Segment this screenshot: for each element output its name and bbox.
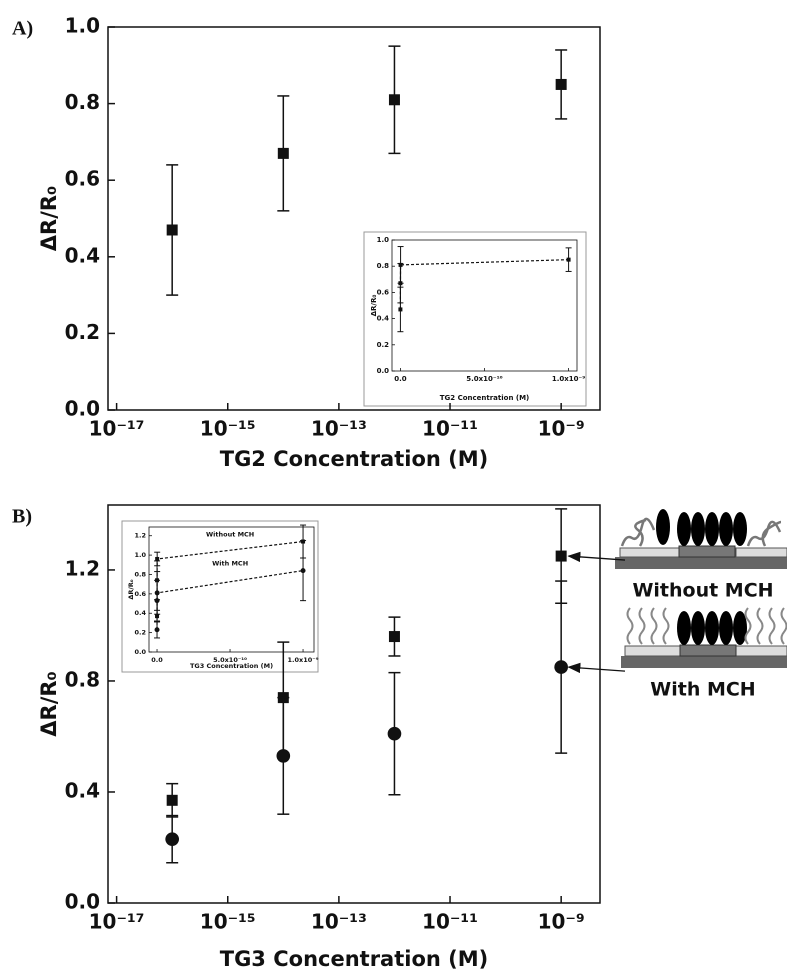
marker — [398, 262, 403, 267]
x-tick-label: 10⁻¹⁷ — [89, 417, 145, 441]
panel-label: B) — [12, 506, 32, 528]
marker — [554, 660, 568, 674]
plot-frame — [107, 504, 601, 904]
x-axis-title: TG3 Concentration (M) — [220, 947, 489, 971]
x-axis-title: TG2 Concentration (M) — [440, 394, 530, 402]
marker — [166, 224, 178, 236]
marker — [276, 749, 291, 763]
y-tick-label: 1.2 — [65, 556, 100, 580]
y-tick-label: 0.0 — [134, 648, 146, 656]
marker — [155, 556, 160, 561]
label-arrow — [567, 551, 626, 563]
marker — [555, 550, 567, 562]
x-tick-label: 10⁻¹⁷ — [89, 910, 145, 934]
x-tick-label: 10⁻¹³ — [311, 910, 367, 934]
y-tick-label: 0.0 — [65, 890, 100, 914]
y-tick-label: 0.2 — [134, 629, 146, 637]
y-axis-title: ΔR/R₀ — [37, 186, 61, 251]
y-axis-title: ΔR/R₀ — [370, 295, 378, 317]
x-tick-label: 10⁻¹¹ — [422, 417, 478, 441]
x-tick-label: 10⁻¹¹ — [422, 910, 478, 934]
y-tick-label: 1.2 — [134, 532, 146, 540]
y-tick-label: 0.4 — [65, 243, 100, 267]
x-tick-label: 10⁻⁹ — [538, 417, 585, 441]
y-tick-label: 1.0 — [377, 236, 390, 244]
y-tick-label: 0.2 — [377, 341, 390, 349]
marker — [277, 147, 289, 159]
x-tick-label: 5.0x10⁻¹⁰ — [213, 656, 247, 664]
marker — [166, 794, 178, 806]
marker — [555, 78, 567, 90]
label-arrow — [567, 662, 626, 674]
x-axis-title: TG3 Concentration (M) — [190, 662, 273, 670]
x-tick-label: 1.0x10⁻⁹ — [288, 656, 319, 664]
y-tick-label: 1.0 — [65, 14, 100, 38]
x-tick-label: 5.0x10⁻¹⁰ — [466, 375, 502, 383]
marker — [154, 627, 160, 633]
y-tick-label: 0.8 — [65, 90, 100, 114]
series-label: With MCH — [650, 679, 755, 701]
y-tick-label: 0.6 — [134, 590, 146, 598]
x-axis-title: TG2 Concentration (M) — [220, 447, 489, 471]
marker — [398, 307, 403, 312]
marker — [566, 257, 571, 262]
series-label: Without MCH — [206, 531, 254, 539]
marker — [300, 568, 306, 574]
x-tick-label: 10⁻¹³ — [311, 417, 367, 441]
x-tick-label: 0.0 — [151, 656, 163, 664]
marker — [388, 94, 400, 106]
x-tick-label: 10⁻⁹ — [538, 910, 585, 934]
y-axis-title: ΔR/R₀ — [37, 671, 61, 736]
y-tick-label: 0.8 — [377, 262, 390, 270]
schematic-with-mch — [621, 607, 787, 668]
x-tick-label: 0.0 — [394, 375, 407, 383]
y-tick-label: 0.0 — [65, 397, 100, 421]
schematic-without-mch — [615, 509, 787, 569]
y-tick-label: 0.2 — [65, 320, 100, 344]
plot-frame — [148, 526, 315, 653]
plot-frame — [107, 26, 601, 411]
y-tick-label: 0.6 — [65, 167, 100, 191]
x-tick-label: 10⁻¹⁵ — [200, 417, 256, 441]
panel-label: A) — [12, 18, 33, 40]
y-tick-label: 0.8 — [65, 667, 100, 691]
y-axis-title: ΔR/R₀ — [127, 579, 135, 599]
marker — [387, 726, 402, 741]
y-tick-label: 0.0 — [377, 367, 390, 375]
y-tick-label: 0.8 — [134, 570, 146, 578]
marker — [154, 590, 160, 596]
y-tick-label: 0.4 — [65, 778, 100, 802]
y-tick-label: 0.4 — [377, 315, 390, 323]
x-tick-label: 10⁻¹⁵ — [200, 910, 256, 934]
y-tick-label: 0.6 — [377, 288, 390, 296]
marker — [165, 832, 179, 846]
x-tick-label: 1.0x10⁻⁹ — [552, 375, 585, 383]
series-label: With MCH — [212, 560, 248, 568]
marker — [388, 631, 400, 643]
y-tick-label: 0.4 — [134, 609, 146, 617]
series-label: Without MCH — [632, 580, 773, 602]
inset-frame — [121, 520, 319, 673]
y-tick-label: 1.0 — [134, 551, 146, 559]
